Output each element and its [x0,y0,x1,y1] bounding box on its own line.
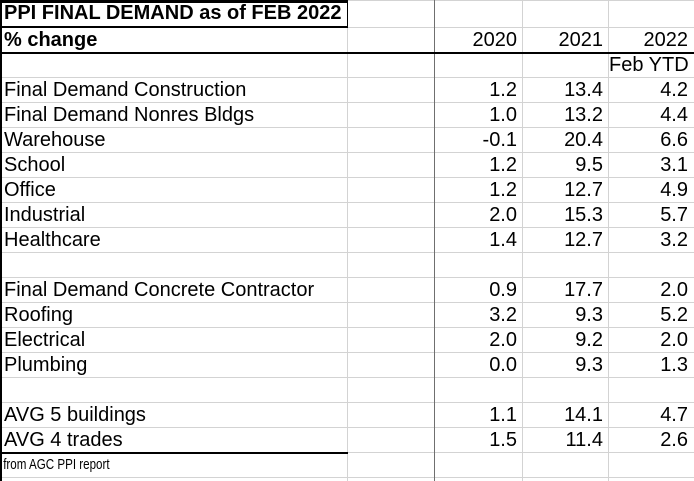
row-value: 2.0 [489,329,517,351]
row-label: School [4,154,66,176]
row-value: 4.4 [660,104,688,126]
row-value: 1.3 [660,354,688,376]
col-header-2020: 2020 [472,29,518,51]
row-label: Final Demand Nonres Bldgs [4,104,255,126]
row-label [0,253,348,278]
sheet-title: PPI FINAL DEMAND as of FEB 2022 [4,2,342,24]
row-label: Final Demand Concrete Contractor [4,279,315,301]
measure-label: % change [4,29,98,51]
row-value: 13.4 [564,79,603,101]
row-value: 5.7 [660,204,688,226]
row-value: 9.3 [575,354,603,376]
row-label: Office [4,179,56,201]
row-value: 11.4 [565,429,603,451]
row-value: 2.0 [660,279,688,301]
row-value: 1.4 [489,229,517,251]
row-value: 5.2 [660,304,688,326]
row-value: 13.2 [564,104,603,126]
row-label: Healthcare [4,229,101,251]
row-value: 1.0 [489,104,517,126]
row-label: Plumbing [4,354,88,376]
row-value: 12.7 [564,179,603,201]
row-value: 0.0 [489,354,517,376]
row-value: 15.3 [564,204,603,226]
row-value: 4.7 [660,404,688,426]
row-label: Roofing [4,304,73,326]
row-value [609,378,694,403]
row-value: 9.2 [575,329,603,351]
row-value: 0.9 [489,279,517,301]
row-value: 4.9 [660,179,688,201]
sub-header-feb-ytd: Feb YTD [609,54,689,76]
row-label: Electrical [4,329,86,351]
row-value: 1.1 [489,404,517,426]
row-value: 2.0 [489,204,517,226]
col-header-2022: 2022 [643,29,689,51]
row-value: 12.7 [564,229,603,251]
row-value: 1.2 [489,154,517,176]
row-value [523,253,609,278]
row-value: 9.5 [575,154,603,176]
row-value: 1.2 [489,179,517,201]
row-value: 9.3 [575,304,603,326]
row-label: AVG 5 buildings [4,404,146,426]
row-value: 2.6 [660,429,688,451]
row-value: 6.6 [660,129,688,151]
row-value: 3.2 [489,304,517,326]
col-header-2021: 2021 [558,29,604,51]
row-value [609,253,694,278]
row-value [435,253,523,278]
row-value [435,378,523,403]
row-value: 20.4 [564,129,603,151]
row-value: 1.2 [489,79,517,101]
row-value: -0.1 [482,129,517,151]
row-value: 1.5 [489,429,517,451]
gridline [348,0,694,1]
row-value: 14.1 [564,404,603,426]
row-label: Warehouse [4,129,106,151]
row-value: 2.0 [660,329,688,351]
row-label: AVG 4 trades [4,429,123,451]
row-label [0,378,348,403]
row-label: Industrial [4,204,86,226]
row-value [523,378,609,403]
row-label: Final Demand Construction [4,79,247,101]
row-value: 3.2 [660,229,688,251]
row-value: 4.2 [660,79,688,101]
source-note: from AGC PPI report [3,457,110,473]
row-value: 17.7 [564,279,603,301]
row-value: 3.1 [660,154,688,176]
